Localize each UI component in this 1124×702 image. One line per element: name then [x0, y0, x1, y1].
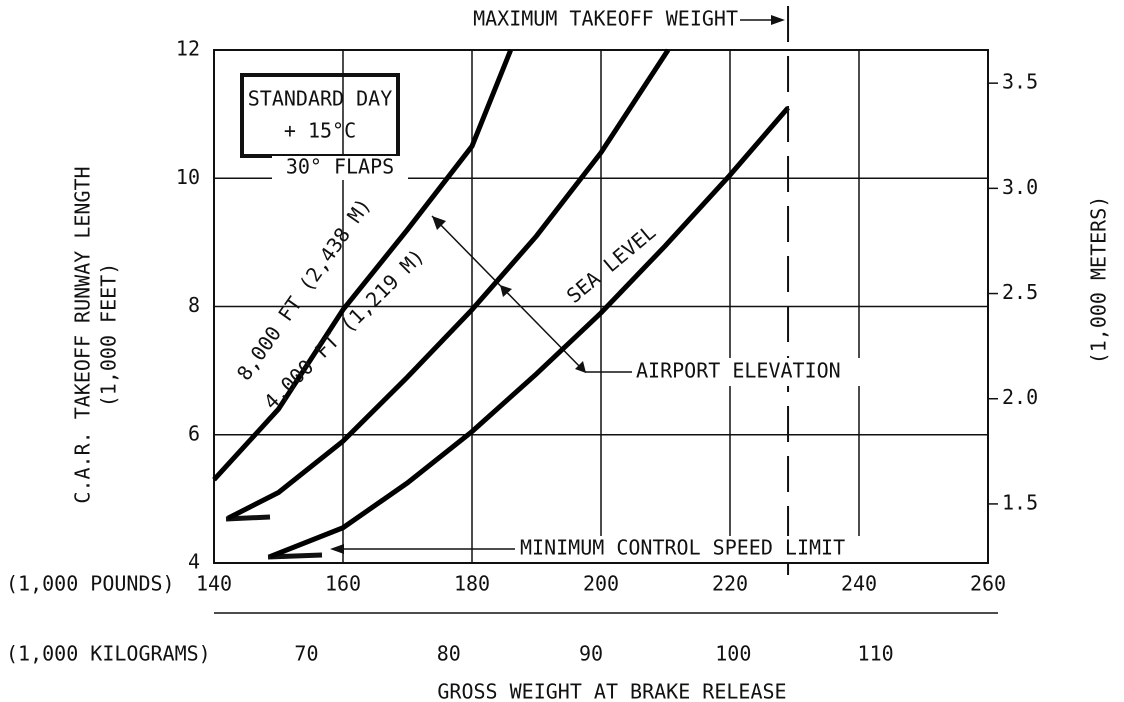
y2-tick-label: 3.0 [1002, 175, 1038, 199]
min-speed-arrowhead [330, 544, 344, 554]
label-bg [516, 536, 886, 562]
y2-axis-label: (1,000 METERS) [1087, 196, 1111, 365]
x-axis-title: GROSS WEIGHT AT BRAKE RELEASE [437, 680, 786, 702]
curve [227, 48, 671, 521]
x2-tick-label: 110 [858, 642, 894, 666]
y2-tick-label: 3.5 [1002, 70, 1038, 94]
elevation-pointer [431, 215, 632, 373]
label-bg [632, 358, 868, 386]
x-tick-label: 140 [196, 572, 232, 596]
x2-tick-label: 90 [579, 642, 603, 666]
x-tick-label: 180 [454, 572, 490, 596]
y-tick-label: 12 [176, 37, 200, 61]
y-tick-label: 8 [188, 293, 200, 317]
y-tick-label: 4 [188, 550, 200, 574]
x2-tick-label: 70 [294, 642, 318, 666]
x-tick-label: 220 [712, 572, 748, 596]
curve [212, 49, 514, 482]
x2-tick-label: 100 [715, 642, 751, 666]
x-tick-label: 260 [970, 572, 1006, 596]
y-axis-label: C.A.R. TAKEOFF RUNWAY LENGTH [71, 166, 95, 503]
x-axis-label: (1,000 POUNDS) [6, 572, 175, 596]
flaps-label: 30° FLAPS [286, 155, 394, 179]
x2-axis-label: (1,000 KILOGRAMS) [6, 642, 211, 666]
y2-tick-label: 2.0 [1002, 385, 1038, 409]
y-axis-unit: (1,000 FEET) [97, 263, 121, 408]
condition-text: + 15°C [284, 119, 356, 143]
y2-tick-label: 1.5 [1002, 490, 1038, 514]
y-tick-label: 10 [176, 165, 200, 189]
y2-tick-label: 2.5 [1002, 280, 1038, 304]
x2-tick-label: 80 [437, 642, 461, 666]
min-speed-bars [225, 514, 323, 560]
label-bg [272, 156, 408, 180]
min-speed-label: MINIMUM CONTROL SPEED LIMIT [520, 536, 845, 560]
x-tick-label: 200 [583, 572, 619, 596]
x-tick-label: 240 [841, 572, 877, 596]
y-tick-label: 6 [188, 421, 200, 445]
condition-text: STANDARD DAY [248, 87, 393, 111]
max-weight-arrowhead [771, 15, 785, 25]
x-tick-label: 160 [325, 572, 361, 596]
curve [269, 106, 790, 559]
elevation-label: AIRPORT ELEVATION [636, 359, 841, 383]
max-weight-label: MAXIMUM TAKEOFF WEIGHT [473, 7, 738, 31]
